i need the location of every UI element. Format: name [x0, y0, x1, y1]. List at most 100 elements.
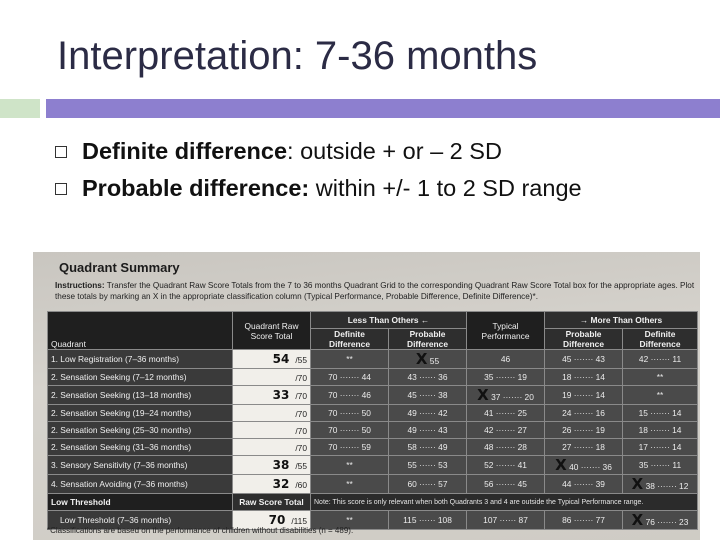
square-bullet-icon	[55, 146, 67, 158]
green-accent-bar	[0, 99, 40, 118]
cell: 70 ······· 50	[310, 404, 389, 422]
score-cell: 32/60	[232, 474, 311, 494]
cell: X 37 ······· 20	[466, 385, 546, 405]
bullet-definite-difference: Definite difference: outside + or – 2 SD	[55, 133, 705, 170]
row-label: 1. Low Registration (7–36 months)	[47, 349, 233, 369]
quadrant-summary-title: Quadrant Summary	[59, 260, 180, 275]
cell: 35 ······· 11	[622, 455, 699, 475]
definite-difference-header: Definite Difference	[310, 328, 389, 350]
low-threshold-header-row: Low Threshold Raw Score Total Note: This…	[47, 493, 699, 511]
cell: **	[622, 385, 699, 405]
cell: 56 ······· 45	[466, 474, 546, 494]
cell: 58 ······ 49	[387, 438, 468, 456]
typical-performance-header: Typical Performance	[466, 311, 546, 350]
cell: **	[310, 455, 389, 475]
cell: 41 ······· 25	[466, 404, 546, 422]
purple-accent-bar	[46, 99, 720, 118]
cell: X 76 ······· 23	[622, 510, 699, 530]
row-label: 2. Sensation Seeking (7–12 months)	[47, 368, 233, 386]
score-cell: 54/55	[232, 349, 311, 369]
row-label: 4. Sensation Avoiding (7–36 months)	[47, 474, 233, 494]
bullet-bold-text: Definite difference	[82, 138, 288, 164]
quadrant-summary-photo: Quadrant Summary Instructions: Transfer …	[33, 252, 700, 540]
cell: X 55	[387, 349, 468, 369]
bullet-bold-text: Probable difference:	[82, 175, 310, 201]
cell: 26 ······· 19	[544, 421, 624, 439]
cell: 55 ······ 53	[387, 455, 468, 475]
table-row: 2. Sensation Seeking (19–24 months) /70 …	[47, 404, 699, 422]
score-cell: /70	[232, 438, 311, 456]
table-row: 3. Sensory Sensitivity (7–36 months) 38/…	[47, 455, 699, 475]
low-threshold-raw-score-header: Raw Score Total	[232, 493, 311, 511]
cell: 107 ······ 87	[466, 510, 546, 530]
score-cell: 38/55	[232, 455, 311, 475]
cell: **	[622, 368, 699, 386]
low-threshold-note: Note: This score is only relevant when b…	[309, 493, 699, 511]
cell: 43 ······ 36	[387, 368, 468, 386]
cell: 70 ······· 44	[310, 368, 389, 386]
score-cell: 70/115	[232, 510, 311, 530]
cell: 15 ······· 14	[622, 404, 699, 422]
cell: 46	[466, 349, 546, 369]
score-cell: /70	[232, 404, 311, 422]
quadrant-table: Quadrant Quadrant Raw Score Total Less T…	[47, 311, 699, 530]
row-label: 3. Sensory Sensitivity (7–36 months)	[47, 455, 233, 475]
low-threshold-label: Low Threshold	[47, 493, 233, 511]
less-than-others-header: Less Than Others ←	[309, 311, 468, 329]
instructions-text: Transfer the Quadrant Raw Score Totals f…	[55, 281, 695, 301]
bullet-text: : outside + or – 2 SD	[287, 138, 502, 164]
cell: 18 ······· 14	[622, 421, 699, 439]
cell: 42 ······· 11	[622, 349, 699, 369]
cell: X 38 ······· 12	[622, 474, 699, 494]
probable-difference-header: Probable Difference	[387, 328, 468, 350]
instructions-label: Instructions:	[55, 281, 105, 290]
probable-difference-header-right: Probable Difference	[544, 328, 624, 350]
score-cell: /70	[232, 368, 311, 386]
quadrant-header: Quadrant	[47, 311, 233, 350]
raw-score-header: Quadrant Raw Score Total	[232, 311, 311, 350]
definite-difference-header-right: Definite Difference	[622, 328, 699, 350]
row-label: 2. Sensation Seeking (13–18 months)	[47, 385, 233, 405]
table-row: 2. Sensation Seeking (13–18 months) 33/7…	[47, 385, 699, 405]
cell: 24 ······· 16	[544, 404, 624, 422]
cell: 27 ······· 18	[544, 438, 624, 456]
square-bullet-icon	[55, 183, 67, 195]
cell: 44 ······· 39	[544, 474, 624, 494]
cell: 18 ······· 14	[544, 368, 624, 386]
cell: 52 ······· 41	[466, 455, 546, 475]
cell: 17 ······· 14	[622, 438, 699, 456]
cell: 70 ······· 50	[310, 421, 389, 439]
cell: 60 ······ 57	[387, 474, 468, 494]
table-row: 1. Low Registration (7–36 months) 54/55 …	[47, 349, 699, 369]
table-row: 2. Sensation Seeking (25–30 months) /70 …	[47, 421, 699, 439]
cell: **	[310, 349, 389, 369]
bullet-probable-difference: Probable difference: within +/- 1 to 2 S…	[55, 170, 705, 207]
table-row: 2. Sensation Seeking (31–36 months) /70 …	[47, 438, 699, 456]
cell: 42 ······· 27	[466, 421, 546, 439]
slide-title: Interpretation: 7-36 months	[57, 34, 538, 78]
cell: 45 ······· 43	[544, 349, 624, 369]
cell: X 40 ······· 36	[544, 455, 624, 475]
row-label: Low Threshold (7–36 months)	[47, 510, 233, 530]
score-cell: /70	[232, 421, 311, 439]
bullet-text: within +/- 1 to 2 SD range	[309, 175, 582, 201]
cell: 70 ······· 46	[310, 385, 389, 405]
cell: 115 ······ 108	[387, 510, 468, 530]
cell: 45 ······ 38	[387, 385, 468, 405]
row-label: 2. Sensation Seeking (19–24 months)	[47, 404, 233, 422]
bullet-list: Definite difference: outside + or – 2 SD…	[55, 133, 705, 207]
score-cell: 33/70	[232, 385, 311, 405]
row-label: 2. Sensation Seeking (25–30 months)	[47, 421, 233, 439]
quadrant-instructions: Instructions: Transfer the Quadrant Raw …	[55, 280, 695, 302]
more-than-others-header: → More Than Others	[544, 311, 699, 329]
table-row: 2. Sensation Seeking (7–12 months) /70 7…	[47, 368, 699, 386]
cell: 86 ······· 77	[544, 510, 624, 530]
cell: 49 ······ 42	[387, 404, 468, 422]
table-row: 4. Sensation Avoiding (7–36 months) 32/6…	[47, 474, 699, 494]
cell: 70 ······· 59	[310, 438, 389, 456]
cell: **	[310, 474, 389, 494]
table-row: Low Threshold (7–36 months) 70/115 ** 11…	[47, 510, 699, 530]
cell: 19 ······· 14	[544, 385, 624, 405]
classification-footnote: *Classifications are based on the perfor…	[47, 526, 354, 535]
row-label: 2. Sensation Seeking (31–36 months)	[47, 438, 233, 456]
